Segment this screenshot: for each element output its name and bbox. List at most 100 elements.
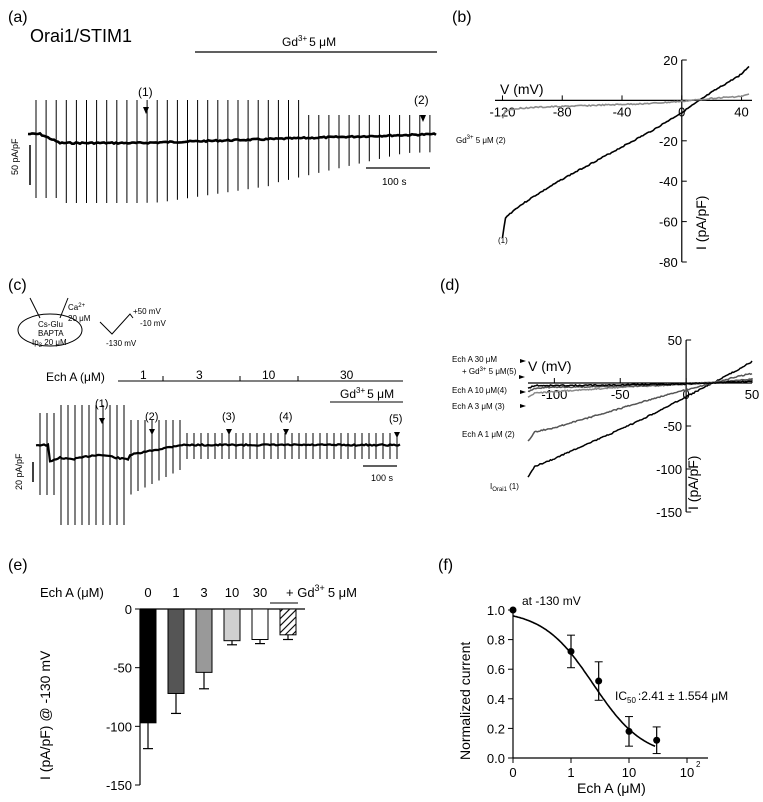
panel-f-x-tick-label: 10 — [622, 765, 636, 780]
panel-f-point — [509, 606, 517, 614]
panel-b-y-tick-label: -60 — [659, 215, 678, 230]
panel-c-conc-3: 3 — [196, 368, 203, 382]
panel-d-pointer — [519, 375, 525, 379]
panel-e-y-tick-label: -50 — [113, 661, 132, 676]
panel-a: Orai1/STIM1 Gd3+ 5 μM (1) (2) 50 pA/pF 10… — [10, 26, 437, 203]
panel-b-y-tick-label: 20 — [663, 53, 677, 68]
panel-f-x-tick-label: 0 — [509, 765, 516, 780]
panel-d-pointer — [520, 404, 526, 408]
panel-a-baseline — [27, 131, 437, 146]
panel-c: Ca2+ 20 μM Cs-Glu BAPTA Ip3 20 μM +50 mV… — [14, 297, 403, 525]
panel-c-marker-2: (2) — [145, 411, 158, 423]
panel-d-label-3: Ech A 3 μM (3) — [452, 402, 505, 411]
panel-label-d: (d) — [440, 277, 460, 294]
panel-d-x-tick-label: 50 — [745, 387, 759, 402]
panel-d-chart: -100 -50 0 50 50 -50 -100 -150 V (mV) I (pA/pF) Ec… — [452, 333, 759, 520]
panel-b-chart: -120 -80 -40 0 40 20 -20 -40 -60 -80 V (mV) I (pA/p… — [456, 53, 752, 270]
ramp-v-high: +50 mV — [133, 307, 161, 316]
panel-d-series-1 — [527, 360, 753, 478]
panel-c-echa-label: Ech A (μM) — [46, 370, 105, 384]
panel-f-x-tick-label: 10 — [680, 765, 694, 780]
panel-a-marker-1: (1) — [138, 85, 153, 99]
panel-d-x-tick-label: -50 — [611, 387, 630, 402]
panel-label-a: (a) — [8, 9, 28, 26]
panel-a-marker-2-arrow — [420, 115, 426, 122]
panel-d-series-5 — [527, 380, 753, 389]
panel-f-y-tick-label: 0.8 — [487, 633, 505, 648]
panel-e-bar-30 — [251, 608, 269, 641]
panel-c-marker-4: (4) — [279, 411, 292, 423]
pipette-ca-conc: 20 μM — [68, 314, 91, 323]
panel-label-e: (e) — [8, 557, 28, 574]
panel-f-annotation-voltage: at -130 mV — [522, 594, 581, 608]
panel-f-point — [653, 736, 661, 744]
panel-b-y-tick-label: -40 — [659, 174, 678, 189]
panel-d-label-gd: + Gd3+ 5 μM(5) — [462, 367, 517, 376]
panel-b-x-tick-label: -40 — [613, 104, 632, 119]
panel-c-gd-label: Gd3+ 5 μM — [340, 386, 394, 401]
cell-outline — [17, 313, 83, 347]
panel-b-x-tick-label: -80 — [553, 104, 572, 119]
ramp-v-low: -130 mV — [106, 339, 137, 348]
panel-e-category-label: 1 — [172, 585, 179, 600]
panel-c-conc-10: 10 — [262, 368, 276, 382]
panel-c-yscale-label: 20 pA/pF — [14, 453, 24, 490]
pipette-solution-3: Ip3 20 μM — [32, 338, 67, 349]
panel-label-f: (f) — [438, 557, 453, 574]
panel-d-x-label: V (mV) — [528, 358, 572, 374]
panel-f-x-tick-sup: 2 — [696, 760, 701, 769]
panel-a-yscale-label: 50 pA/pF — [10, 138, 20, 175]
panel-c-conc-1: 1 — [140, 368, 147, 382]
panel-b-y-label: I (pA/pF) — [693, 196, 709, 250]
panel-d-x-tick-label: -100 — [541, 387, 567, 402]
panel-f-y-tick-label: 0.4 — [487, 692, 505, 707]
panel-a-title: Orai1/STIM1 — [30, 26, 132, 46]
panel-a-marker-1-arrow — [143, 107, 149, 114]
panel-label-b: (b) — [452, 9, 472, 26]
panel-a-marker-2: (2) — [414, 93, 429, 107]
panel-f-y-tick-label: 1.0 — [487, 603, 505, 618]
panel-c-trace — [35, 405, 401, 525]
panel-c-marker-5: (5) — [389, 413, 402, 425]
panel-c-marker-3: (3) — [222, 411, 235, 423]
panel-b-x-label: V (mV) — [500, 81, 544, 97]
panel-f-x-tick-label: 1 — [567, 765, 574, 780]
panel-c-tscale-label: 100 s — [371, 473, 394, 483]
panel-e-y-label: I (pA/pF) @ -130 mV — [37, 650, 53, 780]
panel-b-y-tick-label: -20 — [659, 134, 678, 149]
panel-b-series-2 — [501, 93, 750, 119]
panel-e-title: Ech A (μM) — [40, 585, 104, 600]
panel-e-bar-10 — [223, 608, 241, 642]
panel-e-category-label: 30 — [253, 585, 267, 600]
panel-f-point — [567, 647, 575, 655]
panel-e-y-tick-label: -150 — [106, 778, 132, 793]
panel-d-y-tick-label: -100 — [656, 462, 682, 477]
panel-c-marker-4-arrow — [283, 429, 289, 435]
panel-d-series-2 — [527, 372, 753, 442]
panel-d-y-label: I (pA/pF) — [685, 456, 701, 510]
panel-a-gd-label: Gd3+ 5 μM — [282, 34, 336, 49]
panel-d-pointer — [520, 390, 526, 394]
ramp-protocol — [99, 313, 134, 335]
panel-e-y-tick-label: 0 — [125, 602, 132, 617]
panel-e-bar-3 — [195, 608, 213, 673]
panel-e-category-label: 3 — [200, 585, 207, 600]
panel-b-series-1 — [501, 65, 750, 238]
pipette-solution-2: BAPTA — [38, 329, 64, 338]
panel-e-bar-Gd5Mgd — [279, 608, 297, 636]
panel-c-conc-30: 30 — [340, 368, 354, 382]
panel-c-marker-1: (1) — [95, 398, 108, 410]
panel-b-x-tick-label: -120 — [489, 104, 515, 119]
panel-f-point — [625, 727, 633, 735]
panel-c-baseline — [35, 442, 401, 463]
panel-d-label-orai: IOrai1 (1) — [490, 482, 519, 493]
panel-e-y-tick-label: -100 — [106, 719, 132, 734]
panel-d-y-tick-label: -150 — [656, 505, 682, 520]
panel-b-x-tick-label: 0 — [678, 104, 685, 119]
panel-label-c: (c) — [8, 277, 27, 294]
panel-e-chart: 0 -50 -100 -150 I (pA/pF) @ -130 mV Ech A (μM… — [37, 583, 357, 793]
panel-f-y-label: Normalized current — [457, 642, 473, 760]
pipette-ca-label: Ca2+ — [68, 303, 86, 312]
panel-f-x-label: Ech A (μM) — [577, 780, 646, 796]
panel-d-pointer — [520, 359, 526, 363]
